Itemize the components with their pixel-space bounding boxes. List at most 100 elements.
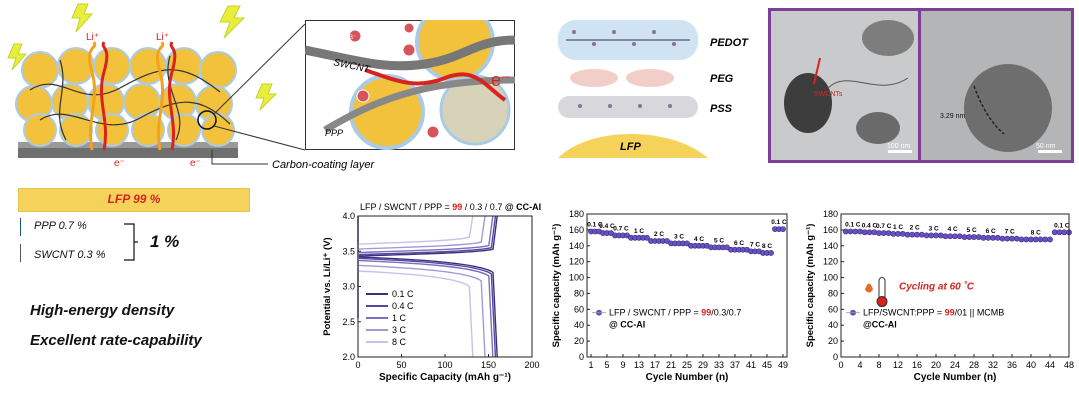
rate60-point — [918, 231, 925, 238]
rate60-legend-text-part: 99 — [945, 308, 955, 318]
swcnt-marker — [20, 244, 21, 262]
rate-rate-label: 3 C — [674, 233, 684, 240]
rate-rate-label: 0.1 C — [587, 221, 603, 228]
rate60-point — [1013, 235, 1020, 242]
e-label-big: e⁻ — [491, 70, 511, 90]
li-ion-paths — [88, 41, 177, 151]
charge-curve-0 — [357, 215, 498, 319]
discharge-curve-1 — [357, 216, 497, 358]
voltage-chart-title-part: / 0.3 / 0.7 — [462, 202, 505, 212]
rate60-point — [961, 234, 968, 240]
rate60-x-tick-label: 4 — [857, 360, 862, 370]
voltage-x-tick-label: 100 — [437, 360, 452, 370]
rate60-point — [1009, 235, 1015, 242]
voltage-chart-title-part: LFP / SWCNT / PPP = — [360, 202, 452, 212]
voltage-chart-title-part: @ CC-Al — [505, 202, 541, 212]
voltage-x-tick-label: 50 — [396, 360, 406, 370]
rate60-rate-label: 0.4 C — [862, 222, 878, 229]
rate-legend-text-part: /0.3/0.7 — [711, 308, 741, 318]
discharge-curve-3 — [357, 216, 486, 358]
rate60-point — [909, 231, 916, 238]
rate60-rate-label: 0.7 C — [876, 223, 892, 230]
voltage-y-tick-label: 2.5 — [342, 317, 355, 327]
swcnt-network — [29, 55, 231, 141]
rate60-x-tick-label: 40 — [1026, 360, 1036, 370]
rate60-legend-text-part: /01 || MCMB — [955, 308, 1005, 318]
rate60-point — [904, 231, 911, 238]
voltage-x-axis-label: Specific Capacity (mAh g⁻¹) — [379, 372, 511, 383]
polymer-layers: PEDOT PEG PSS LFP — [558, 20, 749, 158]
flame-icon — [865, 283, 873, 293]
peg-label: PEG — [710, 73, 734, 85]
rate60-point — [852, 228, 859, 235]
rate-rate-label: 0.7 C — [613, 225, 629, 232]
rate60-point — [899, 230, 906, 237]
brace — [124, 223, 138, 261]
rate60-rate-label: 0.1 C — [1054, 222, 1070, 229]
rate60-x-tick-label: 24 — [950, 360, 960, 370]
tem-scale-2: 50 nm — [1036, 143, 1056, 150]
rate60-rate-label: 7 C — [1005, 229, 1015, 236]
rate60-point — [933, 232, 939, 239]
legend-label-1: 0.4 C — [392, 301, 414, 311]
rate60-x-tick-label: 16 — [912, 360, 922, 370]
rate60-point — [928, 232, 935, 239]
rate-point — [780, 226, 786, 232]
rate-point — [768, 250, 774, 256]
rate60-rate-label: 4 C — [948, 226, 958, 233]
voltage-x-tick-label: 200 — [524, 360, 539, 370]
rate-legend-line2: @ CC-Al — [609, 320, 645, 330]
rate60-x-tick-label: 0 — [838, 360, 843, 370]
rate60-rate-label: 0.1 C — [845, 221, 861, 228]
rate-rate-label: 7 C — [750, 241, 760, 248]
voltage-chart-title-part: 99 — [452, 202, 462, 212]
tem-thickness-label: 3.29 nm — [940, 113, 965, 120]
e-label-2: e⁻ — [190, 158, 201, 169]
rate60-point — [1061, 229, 1068, 236]
rate60-x-axis-label: Cycle Number (n) — [914, 372, 997, 383]
rate-legend-text-part: 99 — [701, 308, 711, 318]
rate60-y-tick-label: 100 — [823, 273, 838, 283]
rate60-point — [999, 235, 1006, 242]
rate60-legend-line2: @CC-Al — [863, 320, 897, 330]
rate-y-tick-label: 140 — [569, 241, 584, 251]
rate60-x-tick-label: 28 — [969, 360, 979, 370]
li-label-2: Li⁺ — [156, 32, 169, 43]
rate60-point — [871, 229, 878, 236]
rate60-x-tick-label: 20 — [931, 360, 941, 370]
rate-x-tick-label: 21 — [666, 360, 676, 370]
rate-y-tick-label: 100 — [569, 273, 584, 283]
voltage-profile-chart: 0.1 C 0.4 C 1 C 3 C 8 C 0 50 100 150 200 2.0 2.5 3.0… — [322, 202, 541, 383]
rate60-point — [885, 230, 892, 236]
rate60-rate-label: 6 C — [986, 228, 996, 235]
rate60-y-tick-label: 80 — [828, 288, 838, 298]
voltage-y-tick-label: 4.0 — [342, 211, 355, 221]
rate-y-tick-label: 60 — [574, 304, 584, 314]
rate-rate-label: 1 C — [634, 228, 644, 235]
rate60-point — [847, 228, 854, 235]
rate60-point — [990, 234, 996, 241]
rate60-point — [1056, 229, 1063, 236]
rate60-point — [1004, 235, 1011, 242]
rate-y-tick-label: 20 — [574, 336, 584, 346]
voltage-y-axis-label: Potential vs. Li/Li⁺ (V) — [322, 237, 333, 335]
rate60-y-tick-label: 0 — [833, 352, 838, 362]
rate-x-tick-label: 1 — [588, 360, 593, 370]
rate60-y-tick-label: 20 — [828, 336, 838, 346]
rate-rate-label: 6 C — [734, 240, 744, 247]
highlight-energy: High-energy density — [30, 302, 175, 319]
swcnt-label: SWCNT 0.3 % — [34, 249, 106, 261]
charge-curve-4 — [357, 215, 474, 319]
ppp-label: PPP 0.7 % — [34, 220, 87, 232]
rate-x-tick-label: 45 — [762, 360, 772, 370]
discharge-curve-4 — [357, 216, 474, 358]
carbon-coating-label: Carbon-coating layer — [272, 159, 375, 171]
rate60-y-tick-label: 140 — [823, 241, 838, 251]
rate60-point — [1028, 236, 1034, 243]
rate60-point — [971, 234, 977, 240]
rate-point — [644, 234, 650, 241]
rate-y-tick-label: 160 — [569, 225, 584, 235]
rate-y-tick-label: 80 — [574, 288, 584, 298]
charge-curve-3 — [357, 215, 486, 319]
rate60-x-tick-label: 36 — [1007, 360, 1017, 370]
